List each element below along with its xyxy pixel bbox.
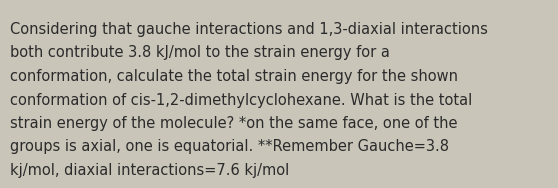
Text: conformation, calculate the total strain energy for the shown: conformation, calculate the total strain… bbox=[10, 69, 458, 84]
Text: both contribute 3.8 kJ/mol to the strain energy for a: both contribute 3.8 kJ/mol to the strain… bbox=[10, 45, 390, 61]
Text: strain energy of the molecule? *on the same face, one of the: strain energy of the molecule? *on the s… bbox=[10, 116, 458, 131]
Text: groups is axial, one is equatorial. **Remember Gauche=3.8: groups is axial, one is equatorial. **Re… bbox=[10, 139, 449, 155]
Text: Considering that gauche interactions and 1,3-diaxial interactions: Considering that gauche interactions and… bbox=[10, 22, 488, 37]
Text: conformation of cis-1,2-dimethylcyclohexane. What is the total: conformation of cis-1,2-dimethylcyclohex… bbox=[10, 92, 472, 108]
Text: kj/mol, diaxial interactions=7.6 kj/mol: kj/mol, diaxial interactions=7.6 kj/mol bbox=[10, 163, 289, 178]
